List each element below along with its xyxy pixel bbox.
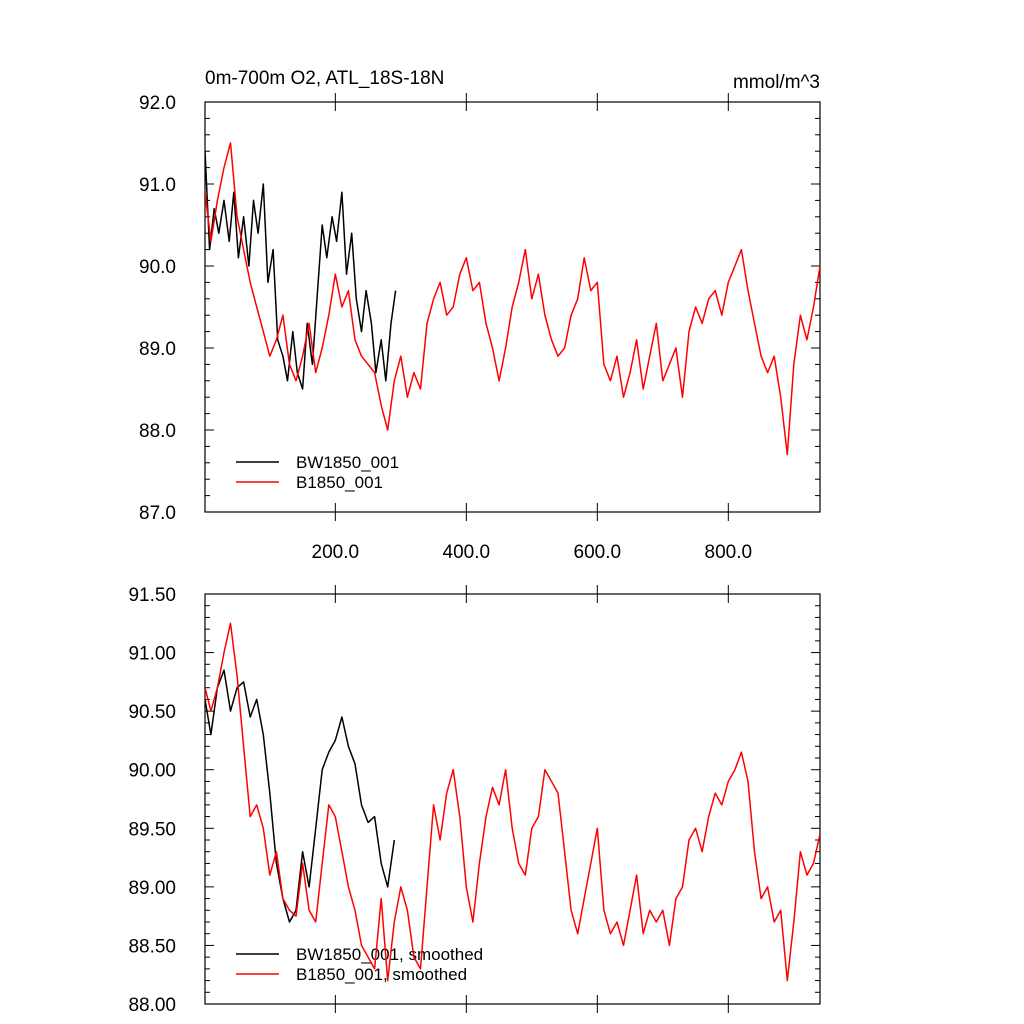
units-label: mmol/m^3 — [733, 72, 820, 93]
x-tick-label: 600.0 — [574, 542, 622, 563]
series-line-1 — [205, 151, 397, 390]
y-tick-label: 90.50 — [128, 702, 176, 723]
y-tick-label: 91.0 — [139, 175, 176, 196]
panel-1: 87.0 88.0 89.0 90.0 91.0 92.0 200.0 400.0 600.0 8… — [139, 68, 821, 563]
plot-frame — [204, 101, 821, 513]
y-tick-label: 90.0 — [139, 257, 176, 278]
series-line-1 — [205, 669, 396, 923]
series-line-2 — [205, 622, 820, 982]
legend-label: BW1850_001 — [296, 453, 399, 472]
y-tick-label: 89.0 — [139, 339, 176, 360]
y-tick-label: 89.50 — [128, 819, 176, 840]
x-tick-label: 400.0 — [443, 542, 491, 563]
panel-2: 88.00 88.50 89.00 89.50 90.00 90.50 91.00 91.50… — [128, 585, 821, 1016]
legend-label: BW1850_001, smoothed — [296, 945, 483, 964]
chart-title: 0m-700m O2, ATL_18S-18N — [205, 68, 444, 89]
x-tick-label: 800.0 — [705, 542, 753, 563]
series-line-2 — [205, 142, 820, 456]
y-tick-label: 90.00 — [128, 761, 176, 782]
y-tick-label: 88.0 — [139, 421, 176, 442]
y-tick-label: 89.00 — [128, 878, 176, 899]
y-tick-label: 91.50 — [128, 585, 176, 606]
legend-label: B1850_001, smoothed — [296, 965, 467, 984]
y-tick-label: 91.00 — [128, 644, 176, 665]
x-tick-label: 200.0 — [312, 542, 360, 563]
plot-frame — [204, 593, 821, 1005]
legend-label: B1850_001 — [296, 473, 383, 492]
y-tick-label: 88.50 — [128, 936, 176, 957]
y-tick-label: 92.0 — [139, 93, 176, 114]
y-tick-label: 87.0 — [139, 503, 176, 524]
y-tick-label: 88.00 — [128, 995, 176, 1016]
